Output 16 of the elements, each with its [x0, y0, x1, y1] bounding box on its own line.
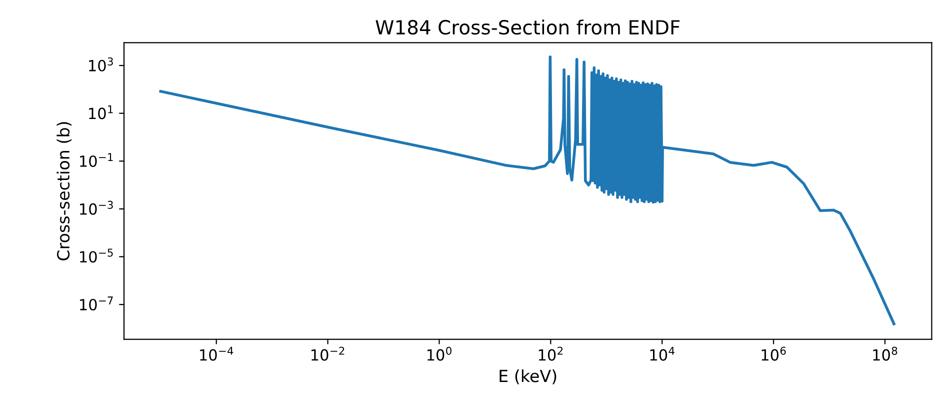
y-tick-label: 10$^{3}$: [89, 57, 113, 72]
chart-title: W184 Cross-Section from ENDF: [376, 20, 680, 35]
x-tick-label: 10$^{6}$: [762, 346, 786, 361]
y-tick-label: 10$^{−7}$: [80, 296, 113, 310]
x-tick-label: 10$^{8}$: [873, 346, 898, 361]
y-axis-title: Cross-section (b): [56, 122, 72, 260]
x-tick-label: 10$^{0}$: [427, 346, 452, 361]
x-tick-label: 10$^{2}$: [538, 346, 563, 361]
y-tick-label: 10$^{1}$: [89, 105, 113, 120]
y-tick-label: 10$^{−1}$: [80, 153, 113, 168]
x-axis-title: E (keV): [500, 369, 556, 384]
x-tick-label: 10$^{−4}$: [200, 346, 234, 361]
y-tick-label: 10$^{−5}$: [80, 248, 113, 263]
x-tick-label: 10$^{−2}$: [312, 346, 344, 361]
x-tick-label: 10$^{4}$: [650, 346, 674, 361]
y-tick-label: 10$^{−3}$: [80, 200, 113, 215]
